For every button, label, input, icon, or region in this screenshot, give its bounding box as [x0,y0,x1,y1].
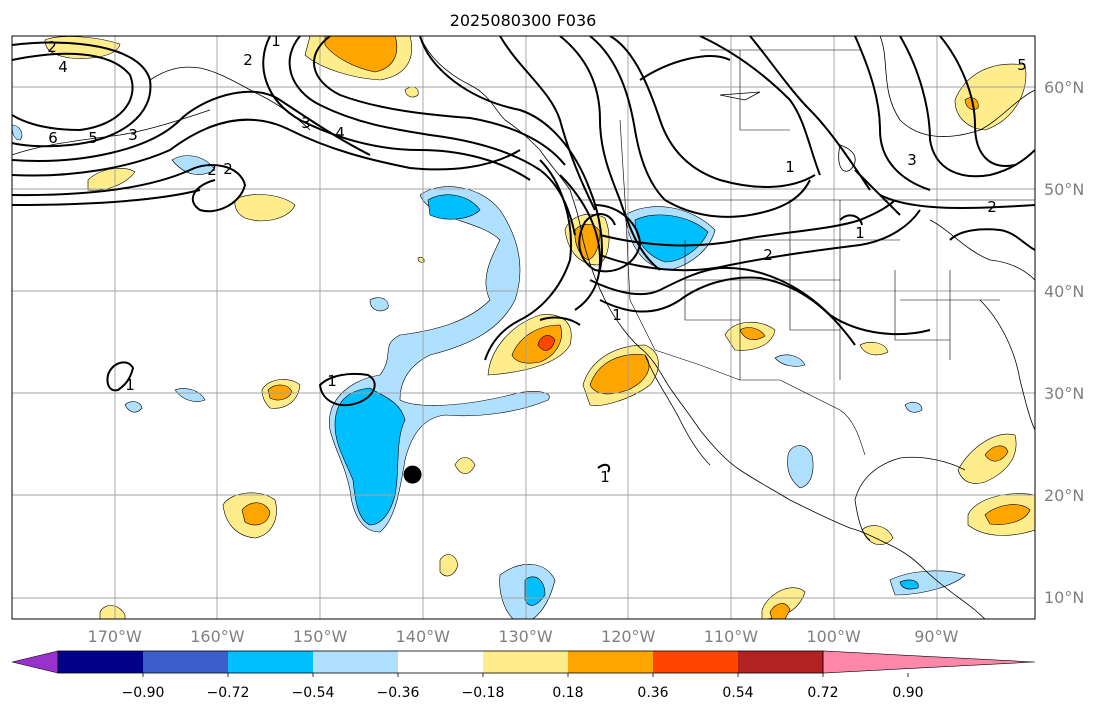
colorbar-swatch [313,651,398,673]
map-title: 2025080300 F036 [450,11,597,30]
graticule [12,36,1035,619]
colorbar-tick-label: −0.72 [207,685,250,701]
contour-label: 2 [47,38,57,56]
colorbar-tick-label: −0.54 [292,685,335,701]
contour-label: 1 [271,32,281,50]
colorbar-tick-label: −0.36 [377,685,420,701]
colorbar-swatch [228,651,313,673]
lat-label: 10°N [1044,588,1084,607]
contour-label: 1 [125,376,135,394]
colorbar-tick-label: 0.54 [722,685,753,701]
colorbar-tick-label: −0.90 [122,685,165,701]
negative-anomaly-fill [12,124,966,619]
contour-label: 3 [907,151,917,169]
contour-label: 6 [48,129,58,147]
lat-label: 20°N [1044,486,1084,505]
colorbar-swatch [653,651,738,673]
lon-label: 170°W [88,627,143,646]
contour-label: 4 [58,58,68,76]
colorbar-swatch [398,651,483,673]
lon-label: 110°W [704,627,759,646]
lat-label: 30°N [1044,384,1084,403]
contour-label: 4 [335,124,345,142]
contour-label: 5 [1017,56,1027,74]
colorbar-swatch [568,651,653,673]
colorbar-tick-label: 0.18 [552,685,583,701]
contour-label: 1 [612,306,622,324]
lat-label: 50°N [1044,180,1084,199]
contour-label: 2 [243,51,253,69]
colorbar-swatch [143,651,228,673]
contour-label: 1 [600,468,610,486]
lon-label: 100°W [806,627,861,646]
contour-label: 3 [128,126,138,144]
colorbar-swatch [738,651,823,673]
colorbar-swatch [58,651,143,673]
lon-label: 160°W [190,627,245,646]
storm-center-dot [403,465,422,484]
colorbar-over-arrow [822,650,1036,674]
colorbar-tick-label: 0.36 [637,685,668,701]
latitude-labels: 60°N 50°N 40°N 30°N 20°N 10°N [1044,78,1084,607]
contour-label: 5 [88,129,98,147]
height-contours [12,36,1035,473]
colorbar-tick-label: 0.72 [807,685,838,701]
contour-label: 2 [207,161,217,179]
colorbar: −0.90 −0.72 −0.54 −0.36 −0.18 0.18 0.36 0.54 0.7… [11,650,1036,701]
contour-label: 2 [223,160,233,178]
contour-label: 2 [763,246,773,264]
map-frame [11,35,1036,620]
colorbar-under-arrow [11,650,59,674]
lat-label: 40°N [1044,282,1084,301]
colorbar-tick-label: 0.90 [892,685,923,701]
longitude-labels: 170°W 160°W 150°W 140°W 130°W 120°W 110°W 100°W… [88,627,959,646]
contour-label: 1 [855,224,865,242]
positive-anomaly-fill [44,36,1035,619]
colorbar-frame [57,650,824,674]
colorbar-tick-label: −0.18 [462,685,505,701]
colorbar-swatch [483,651,568,673]
lon-label: 90°W [914,627,958,646]
lon-label: 120°W [601,627,656,646]
lon-label: 140°W [396,627,451,646]
lon-label: 130°W [498,627,553,646]
contour-label: 2 [987,198,997,216]
lon-label: 150°W [293,627,348,646]
contour-label: 1 [327,372,337,390]
lat-label: 60°N [1044,78,1084,97]
contour-label: 3 [301,114,311,132]
contour-label: 1 [785,158,795,176]
